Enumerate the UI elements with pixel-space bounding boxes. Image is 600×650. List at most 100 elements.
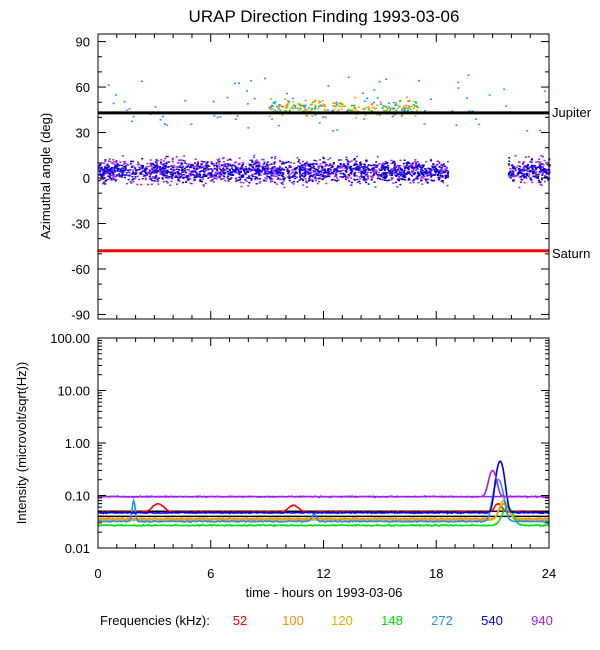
azimuth-point-540 — [298, 168, 301, 171]
azimuth-point-940 — [518, 161, 521, 163]
azimuth-point-940 — [122, 161, 125, 163]
azimuth-point-540 — [258, 170, 261, 172]
azimuth-point-940 — [371, 178, 373, 180]
azimuth-point-540 — [109, 173, 112, 175]
azimuth-point-540 — [412, 162, 415, 164]
azimuth-point-100 — [391, 107, 394, 109]
azimuth-point-940 — [331, 164, 334, 166]
azimuth-point-540 — [124, 169, 127, 172]
azimuth-point-540 — [512, 166, 514, 169]
azimuth-point-540 — [356, 168, 359, 171]
azimuth-point-540 — [385, 165, 388, 168]
azimuth-point-940 — [389, 174, 392, 177]
azimuth-point-540 — [539, 170, 542, 172]
azimuth-point-540 — [278, 169, 281, 171]
azimuth-point-940 — [314, 173, 316, 176]
azimuth-point-540 — [436, 169, 439, 171]
azimuth-point-940 — [355, 175, 358, 177]
azimuth-point-540 — [407, 172, 410, 174]
azimuth-point-540 — [324, 172, 327, 174]
azimuth-point-540 — [197, 164, 200, 167]
azimuth-point-540 — [406, 171, 409, 173]
azimuth-point-540 — [101, 175, 104, 177]
azimuth-point-940 — [112, 161, 115, 163]
azimuth-point-940 — [147, 183, 150, 186]
azimuth-point-940 — [337, 179, 340, 181]
azimuth-point-940 — [111, 170, 114, 173]
azimuth-point-940 — [547, 171, 549, 174]
azimuth-point-540 — [544, 171, 546, 173]
azimuth-point-120 — [358, 106, 360, 108]
azimuth-point-940 — [411, 164, 413, 166]
azimuth-point-540 — [276, 173, 279, 175]
azimuth-point-272 — [165, 124, 168, 126]
azimuth-point-940 — [525, 169, 528, 172]
azimuth-point-540 — [113, 167, 116, 169]
azimuth-point-540 — [367, 164, 370, 166]
azimuth-point-940 — [275, 183, 278, 185]
azimuth-point-540 — [522, 163, 524, 165]
azimuth-point-540 — [530, 164, 533, 167]
azimuth-point-540 — [404, 172, 407, 175]
azimuth-point-940 — [155, 162, 158, 164]
azimuth-point-940 — [217, 160, 220, 162]
azimuth-point-120 — [405, 106, 408, 109]
azimuth-point-940 — [255, 159, 258, 161]
x-axis-label: time - hours on 1993-03-06 — [246, 585, 403, 600]
azimuth-point-940 — [541, 172, 544, 175]
azimuth-point-940 — [109, 174, 111, 176]
azimuth-point-940 — [269, 168, 272, 170]
azimuth-point-540 — [178, 165, 181, 167]
azimuth-point-100 — [304, 99, 307, 102]
azimuth-point-940 — [534, 169, 537, 171]
azimuth-point-540 — [305, 170, 308, 172]
azimuth-point-540 — [395, 175, 398, 177]
azimuth-point-540 — [283, 179, 285, 181]
azimuth-point-940 — [336, 171, 339, 173]
azimuth-point-540 — [248, 168, 251, 170]
azimuth-point-540 — [256, 169, 259, 171]
azimuth-point-940 — [253, 168, 256, 170]
azimuth-point-540 — [156, 166, 159, 169]
azimuth-point-120 — [397, 104, 400, 107]
azimuth-point-540 — [171, 166, 174, 168]
azimuth-point-940 — [350, 184, 353, 186]
azimuth-point-940 — [228, 164, 231, 166]
azimuth-point-940 — [303, 176, 305, 178]
azimuth-point-540 — [508, 157, 511, 159]
azimuth-point-540 — [107, 165, 110, 168]
azimuth-point-540 — [331, 166, 334, 168]
azimuth-point-540 — [339, 163, 342, 166]
azimuth-point-540 — [383, 163, 386, 165]
azimuth-point-940 — [190, 166, 193, 169]
azimuth-point-540 — [262, 166, 265, 168]
azimuth-point-540 — [228, 173, 231, 176]
azimuth-point-540 — [174, 172, 177, 175]
azimuth-point-120 — [375, 107, 378, 109]
azimuth-point-540 — [153, 169, 156, 171]
azimuth-point-540 — [370, 164, 372, 167]
azimuth-point-540 — [388, 179, 391, 181]
azimuth-point-940 — [527, 175, 530, 178]
azimuth-point-540 — [276, 170, 279, 172]
azimuth-point-540 — [226, 171, 229, 173]
azimuth-point-100 — [302, 106, 305, 108]
azimuth-point-940 — [224, 180, 227, 182]
azimuth-point-148 — [415, 105, 418, 107]
azimuth-point-100 — [405, 104, 408, 107]
azimuth-point-940 — [341, 165, 344, 167]
azimuth-point-940 — [262, 173, 265, 175]
azimuth-point-540 — [536, 176, 539, 178]
azimuth-point-540 — [144, 167, 147, 170]
azimuth-point-540 — [161, 171, 164, 173]
azimuth-point-940 — [419, 172, 422, 174]
azimuth-point-540 — [200, 167, 203, 169]
azimuth-point-940 — [150, 165, 153, 167]
azimuth-point-540 — [200, 163, 203, 165]
azimuth-point-940 — [304, 177, 307, 180]
azimuth-point-940 — [172, 160, 174, 163]
azimuth-point-940 — [159, 167, 162, 169]
azimuth-point-940 — [267, 166, 270, 169]
azimuth-point-540 — [280, 169, 283, 171]
azimuth-point-540 — [229, 168, 232, 171]
